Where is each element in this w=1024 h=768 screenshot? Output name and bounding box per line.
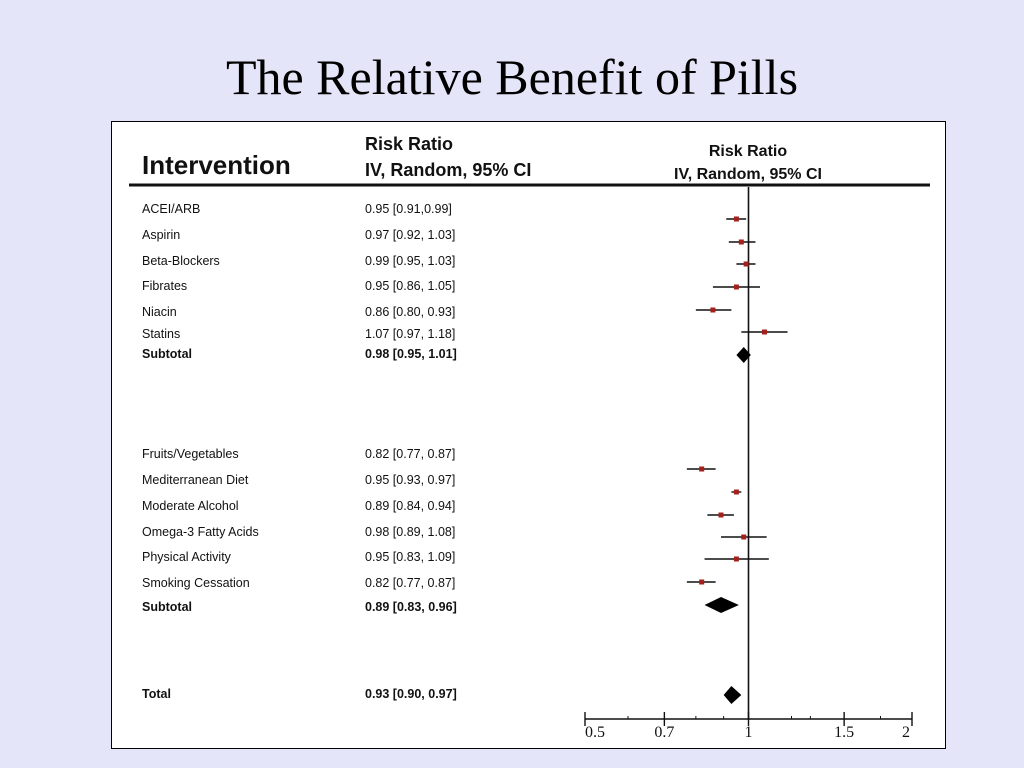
row-ci-fibrates: 0.95 [0.86, 1.05]	[365, 279, 455, 293]
row-ci-smoking-cessation: 0.82 [0.77, 0.87]	[365, 576, 455, 590]
row-label-niacin: Niacin	[142, 305, 177, 319]
row-label-fruits-vegetables: Fruits/Vegetables	[142, 447, 239, 461]
row-ci-moderate-alcohol: 0.89 [0.84, 0.94]	[365, 499, 455, 513]
x-tick-label: 2	[902, 724, 910, 741]
diamond-subtotal-13	[704, 597, 739, 613]
row-label-subtotal: Subtotal	[142, 600, 192, 614]
row-label-aspirin: Aspirin	[142, 228, 180, 242]
row-label-statins: Statins	[142, 327, 180, 341]
x-tick-label: 0.5	[585, 724, 605, 741]
row-label-subtotal: Subtotal	[142, 347, 192, 361]
diamond-total-14	[723, 686, 742, 704]
row-ci-subtotal: 0.98 [0.95, 1.01]	[365, 347, 457, 361]
row-label-physical-activity: Physical Activity	[142, 550, 232, 564]
rr-column-header-line2: IV, Random, 95% CI	[365, 160, 531, 180]
row-ci-fruits-vegetables: 0.82 [0.77, 0.87]	[365, 447, 455, 461]
forest-plot-panel: Intervention Risk Ratio IV, Random, 95% …	[111, 121, 946, 749]
point-estimate-acei-arb	[733, 216, 739, 222]
rows-layer: ACEI/ARB 0.95 [0.91,0.99] Aspirin 0.97 [0.9…	[142, 187, 788, 720]
row-label-acei-arb: ACEI/ARB	[142, 202, 200, 216]
intervention-header: Intervention	[142, 150, 291, 180]
row-ci-omega-3-fatty-acids: 0.98 [0.89, 1.08]	[365, 525, 455, 539]
row-label-omega-3-fatty-acids: Omega-3 Fatty Acids	[142, 525, 259, 539]
point-estimate-mediterranean-diet	[733, 489, 739, 495]
row-label-beta-blockers: Beta-Blockers	[142, 254, 220, 268]
slide-title: The Relative Benefit of Pills	[225, 49, 799, 105]
point-estimate-omega-3-fatty-acids	[741, 534, 747, 540]
row-label-total: Total	[142, 687, 171, 701]
point-estimate-fruits-vegetables	[699, 466, 705, 472]
row-label-smoking-cessation: Smoking Cessation	[142, 576, 250, 590]
point-estimate-aspirin	[738, 239, 744, 245]
row-ci-statins: 1.07 [0.97, 1.18]	[365, 327, 455, 341]
forest-plot: Intervention Risk Ratio IV, Random, 95% …	[129, 134, 930, 741]
row-label-mediterranean-diet: Mediterranean Diet	[142, 473, 249, 487]
row-label-fibrates: Fibrates	[142, 279, 187, 293]
row-ci-subtotal: 0.89 [0.83, 0.96]	[365, 600, 457, 614]
point-estimate-fibrates	[733, 284, 739, 290]
plot-header-line2: IV, Random, 95% CI	[674, 166, 822, 183]
diamond-subtotal-6	[736, 347, 751, 363]
point-estimate-statins	[761, 329, 767, 335]
row-ci-total: 0.93 [0.90, 0.97]	[365, 687, 457, 701]
point-estimate-moderate-alcohol	[718, 512, 724, 518]
point-estimate-smoking-cessation	[699, 579, 705, 585]
x-axis: 0.5 0.7 1 1.5 2	[584, 712, 913, 741]
row-label-moderate-alcohol: Moderate Alcohol	[142, 499, 239, 513]
row-ci-beta-blockers: 0.99 [0.95, 1.03]	[365, 254, 455, 268]
row-ci-niacin: 0.86 [0.80, 0.93]	[365, 305, 455, 319]
point-estimate-niacin	[710, 307, 716, 313]
plot-header-line1: Risk Ratio	[709, 143, 787, 160]
point-estimate-beta-blockers	[743, 261, 749, 267]
point-estimate-physical-activity	[733, 556, 739, 562]
rr-column-header-line1: Risk Ratio	[365, 134, 453, 154]
row-ci-mediterranean-diet: 0.95 [0.93, 0.97]	[365, 473, 455, 487]
x-tick-label: 1	[745, 724, 753, 741]
x-tick-label: 0.7	[654, 724, 674, 741]
x-tick-label: 1.5	[834, 724, 854, 741]
row-ci-acei-arb: 0.95 [0.91,0.99]	[365, 202, 452, 216]
row-ci-aspirin: 0.97 [0.92, 1.03]	[365, 228, 455, 242]
row-ci-physical-activity: 0.95 [0.83, 1.09]	[365, 550, 455, 564]
